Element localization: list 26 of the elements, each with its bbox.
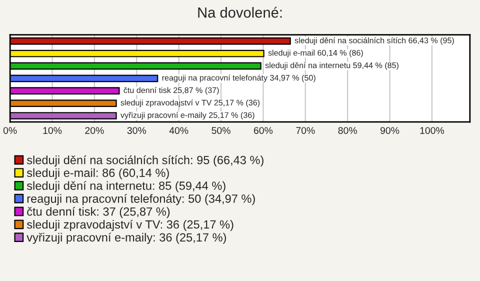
x-tick-label: 80% xyxy=(338,127,357,134)
legend-label: sleduji dění na internetu: 85 (59,44 %) xyxy=(26,181,226,192)
data-label: sleduji dění na sociálních sítích 66,43 % (95) xyxy=(294,37,454,45)
x-tick-label: 20% xyxy=(85,127,104,134)
x-tick-label: 90% xyxy=(380,127,400,134)
x-tick-label: 100% xyxy=(420,127,444,134)
legend-label: sleduji dění na sociálních sítích: 95 (66,43 %) xyxy=(26,155,264,167)
legend-label: sleduji zpravodajství v TV: 36 (25,17 %) xyxy=(26,220,234,231)
x-tick-label: 30% xyxy=(127,127,146,134)
chart-title: Na dovolené: xyxy=(198,6,282,18)
data-label: sleduji zpravodajství v TV 25,17 % (36) xyxy=(120,99,260,108)
x-tick-label: 70% xyxy=(296,127,315,134)
legend-label: reaguji na pracovní telefonáty: 50 (34,97 %) xyxy=(27,194,255,206)
x-tick-label: 50% xyxy=(212,127,230,134)
data-label: vyřizuji pracovní e-maily 25,17 % (36) xyxy=(120,112,254,120)
data-label: reaguji na pracovní telefonáty 34,97 % (50) xyxy=(162,74,316,82)
x-tick-label: 60% xyxy=(254,127,273,134)
x-tick-label: 0% xyxy=(3,127,17,134)
legend-label: sleduji e-mail: 86 (60,14 %) xyxy=(26,168,169,180)
legend-label: čtu denní tisk: 37 (25,87 %) xyxy=(27,206,170,218)
legend-label: vyřizuji pracovní e-maily: 36 (25,17 %) xyxy=(26,232,226,244)
data-label: sleduji dění na internetu 59,44 % (85) xyxy=(265,62,398,70)
x-tick-label: 40% xyxy=(169,127,188,134)
data-label: čtu denní tisk 25,87 % (37) xyxy=(124,87,219,95)
x-tick-label: 10% xyxy=(43,127,62,134)
data-label: sleduji e-mail 60,14 % (86) xyxy=(268,50,363,58)
